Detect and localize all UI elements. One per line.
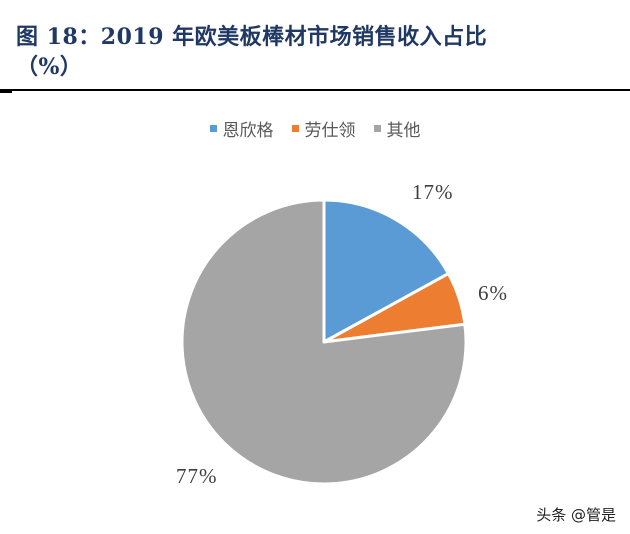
legend-item-laoshiling: 劳仕领: [291, 116, 356, 141]
pie-slice-enxinge: [322, 198, 450, 344]
pie-slices: [180, 198, 468, 486]
legend-item-other: 其他: [373, 116, 421, 141]
legend-swatch-icon: [209, 125, 217, 132]
watermark: 头条 @管是: [536, 506, 616, 524]
legend-label: 劳仕领: [304, 121, 356, 141]
legend-swatch-icon: [291, 125, 299, 132]
title-divider-mark: [0, 89, 12, 93]
pie-slice-other: [180, 198, 468, 486]
chart-title-line1: 图 18：2019 年欧美板棒材市场销售收入占比: [16, 24, 488, 50]
data-label-laoshiling: 6%: [478, 281, 508, 305]
chart-legend: 恩欣格 劳仕领 其他: [0, 116, 630, 141]
legend-label: 其他: [386, 121, 421, 141]
data-label-enxinge: 17%: [412, 180, 454, 204]
chart-title: 图 18：2019 年欧美板棒材市场销售收入占比 （%）: [16, 22, 616, 82]
legend-swatch-icon: [373, 125, 381, 132]
data-label-other: 77%: [176, 464, 218, 488]
chart-title-line2: （%）: [16, 54, 83, 80]
legend-label: 恩欣格: [222, 121, 274, 141]
legend-item-enxinge: 恩欣格: [209, 116, 274, 141]
title-divider: [0, 89, 630, 91]
